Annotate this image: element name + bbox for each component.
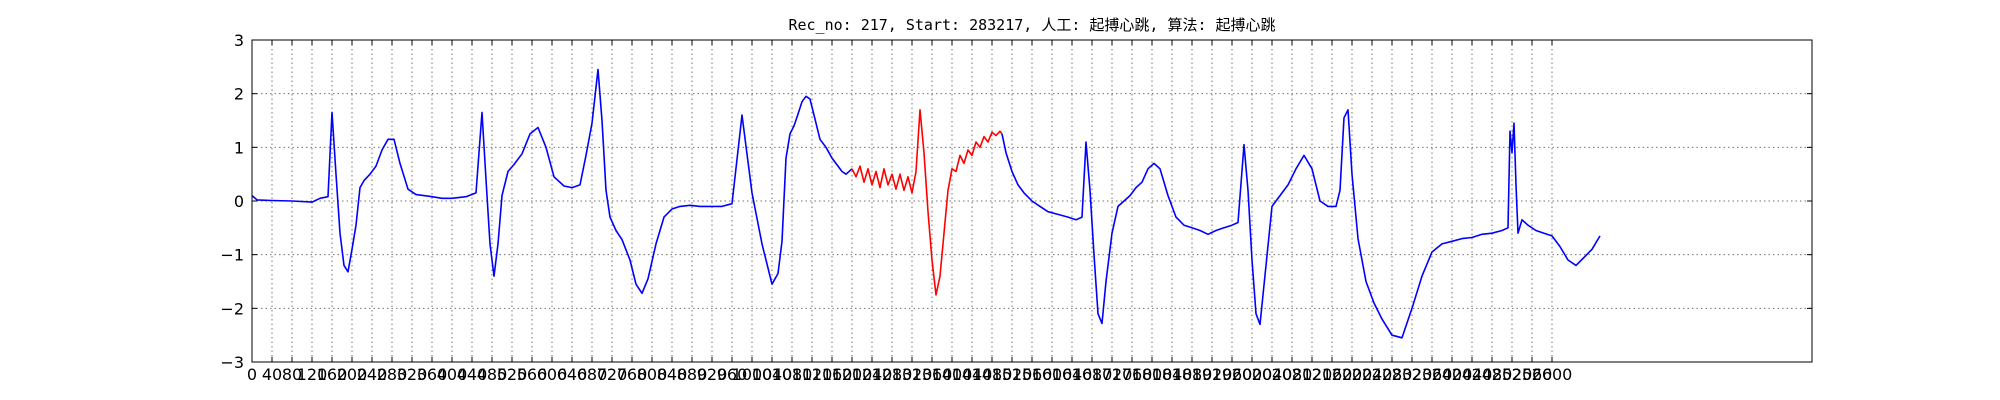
x-tick-label: 640 bbox=[557, 365, 588, 384]
x-tick-label: 1520 bbox=[992, 365, 1033, 384]
x-tick-label: 520 bbox=[497, 365, 528, 384]
x-tick-label: 40 bbox=[262, 365, 282, 384]
x-tick-label: 2440 bbox=[1452, 365, 1493, 384]
x-tick-label: 2200 bbox=[1332, 365, 1373, 384]
x-tick-label: 2400 bbox=[1432, 365, 1473, 384]
y-tick-label: −1 bbox=[220, 246, 244, 265]
x-tick-label: 1840 bbox=[1152, 365, 1193, 384]
x-tick-label: 1880 bbox=[1172, 365, 1213, 384]
x-tick-label: 800 bbox=[637, 365, 668, 384]
x-tick-label: 1440 bbox=[952, 365, 993, 384]
x-tick-label: 2280 bbox=[1372, 365, 1413, 384]
x-tick-label: 320 bbox=[397, 365, 428, 384]
x-tick-label: 2320 bbox=[1392, 365, 1433, 384]
x-tick-label: 280 bbox=[377, 365, 408, 384]
x-tick-label: 0 bbox=[247, 365, 257, 384]
x-tick-label: 880 bbox=[677, 365, 708, 384]
x-tick-label: 2240 bbox=[1352, 365, 1393, 384]
x-tick-label: 1160 bbox=[812, 365, 853, 384]
x-tick-label: 1040 bbox=[752, 365, 793, 384]
x-tick-label: 2080 bbox=[1272, 365, 1313, 384]
x-tick-label: 200 bbox=[337, 365, 368, 384]
y-tick-label: 2 bbox=[234, 85, 244, 104]
x-tick-label: 1920 bbox=[1192, 365, 1233, 384]
x-tick-label: 1000 bbox=[732, 365, 773, 384]
x-tick-label: 840 bbox=[657, 365, 688, 384]
x-tick-label: 1320 bbox=[892, 365, 933, 384]
x-tick-label: 2040 bbox=[1252, 365, 1293, 384]
x-tick-label: 2600 bbox=[1532, 365, 1573, 384]
x-tick-label: 920 bbox=[697, 365, 728, 384]
x-tick-label: 2520 bbox=[1492, 365, 1533, 384]
x-tick-label: 2160 bbox=[1312, 365, 1353, 384]
series-line-2 bbox=[851, 109, 1003, 296]
x-tick-label: 120 bbox=[297, 365, 328, 384]
y-tick-label: −3 bbox=[220, 353, 244, 372]
x-tick-label: 1400 bbox=[932, 365, 973, 384]
x-tick-label: 1080 bbox=[772, 365, 813, 384]
x-tick-label: 1600 bbox=[1032, 365, 1073, 384]
x-tick-label: 600 bbox=[537, 365, 568, 384]
tick-layer bbox=[252, 39, 1812, 363]
x-tick-label: 360 bbox=[417, 365, 448, 384]
x-tick-label: 80 bbox=[282, 365, 302, 384]
x-tick-label: 2000 bbox=[1232, 365, 1273, 384]
series-line-3 bbox=[1001, 109, 1601, 339]
x-tick-label: 1760 bbox=[1112, 365, 1153, 384]
x-tick-label: 2360 bbox=[1412, 365, 1453, 384]
y-tick-label: 1 bbox=[234, 138, 244, 157]
x-tick-label: 2480 bbox=[1472, 365, 1513, 384]
x-tick-label: 440 bbox=[457, 365, 488, 384]
x-tick-label: 960 bbox=[717, 365, 748, 384]
x-tick-label: 1720 bbox=[1092, 365, 1133, 384]
x-tick-label: 400 bbox=[437, 365, 468, 384]
chart-title: Rec_no: 217, Start: 283217, 人工: 起搏心跳, 算法… bbox=[788, 16, 1275, 34]
series-layer bbox=[251, 68, 1601, 339]
x-tick-label: 240 bbox=[357, 365, 388, 384]
x-tick-label: 1200 bbox=[832, 365, 873, 384]
y-tick-label: 0 bbox=[234, 192, 244, 211]
x-axis-labels: 0 40 8012016020024028032036040044048052056… bbox=[247, 365, 1572, 384]
x-tick-label: 160 bbox=[317, 365, 348, 384]
x-tick-label: 1960 bbox=[1212, 365, 1253, 384]
x-tick-label: 2560 bbox=[1512, 365, 1553, 384]
x-tick-label: 1640 bbox=[1052, 365, 1093, 384]
x-tick-label: 1680 bbox=[1072, 365, 1113, 384]
x-tick-label: 1480 bbox=[972, 365, 1013, 384]
y-axis-labels: −3 −2 −1 0 1 2 3 bbox=[220, 31, 244, 372]
x-tick-label: 2120 bbox=[1292, 365, 1333, 384]
y-tick-label: −2 bbox=[220, 299, 244, 318]
x-tick-label: 760 bbox=[617, 365, 648, 384]
x-tick-label: 480 bbox=[477, 365, 508, 384]
x-tick-label: 1560 bbox=[1012, 365, 1053, 384]
x-tick-label: 1240 bbox=[852, 365, 893, 384]
x-tick-label: 1360 bbox=[912, 365, 953, 384]
series-line-1 bbox=[251, 68, 853, 295]
x-tick-label: 1120 bbox=[792, 365, 833, 384]
x-tick-label: 1280 bbox=[872, 365, 913, 384]
x-tick-label: 560 bbox=[517, 365, 548, 384]
x-tick-label: 680 bbox=[577, 365, 608, 384]
y-tick-label: 3 bbox=[234, 31, 244, 50]
x-tick-label: 1800 bbox=[1132, 365, 1173, 384]
x-tick-label: 720 bbox=[597, 365, 628, 384]
